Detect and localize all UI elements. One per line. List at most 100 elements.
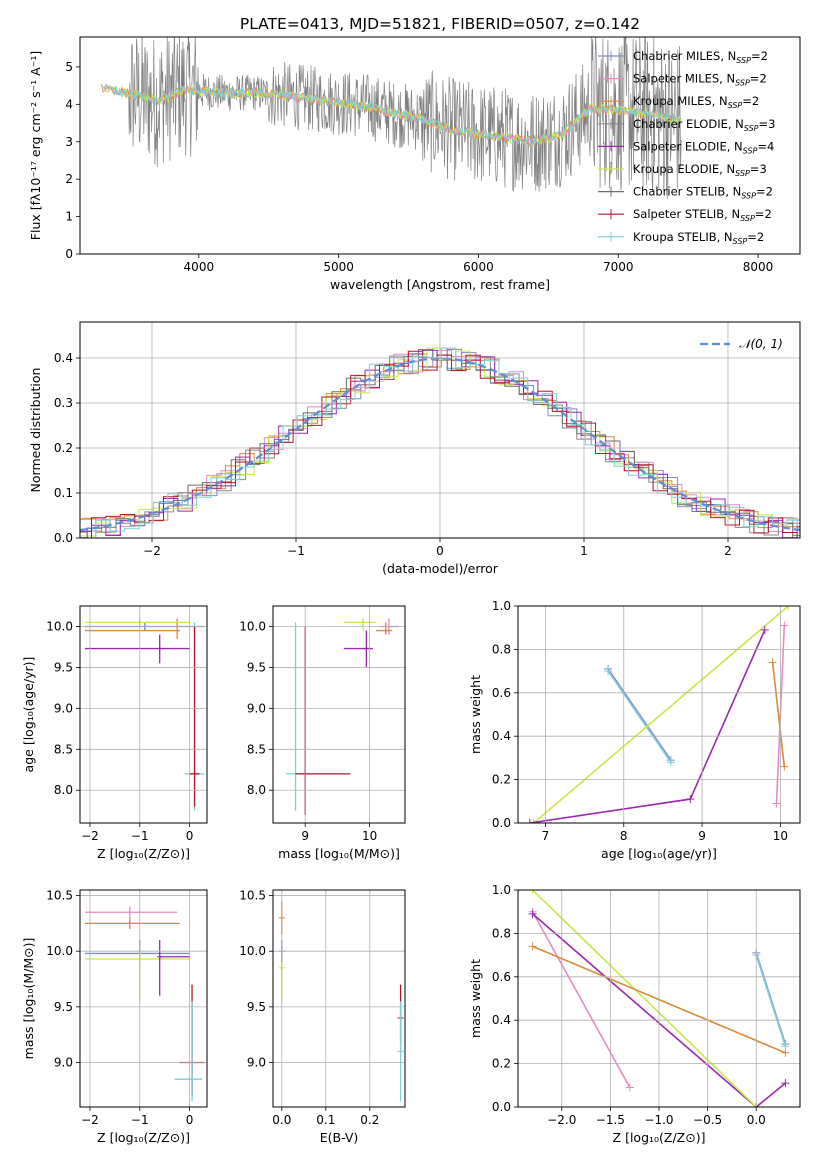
series-line (607, 670, 672, 763)
mass-vs-ebv-x-tick-label: 0.0 (272, 1113, 291, 1127)
age-vs-mass-y-tick-label: 8.0 (247, 783, 266, 797)
mass-vs-ebv-y-tick-label: 9.5 (247, 1000, 266, 1014)
data-point (156, 953, 163, 960)
legend-entry-6: Chabrier STELIB, NSSP=2 (633, 185, 773, 201)
legend-entry-0: Chabrier MILES, NSSP=2 (633, 49, 768, 65)
mass-vs-Z-y-tick-label: 10.0 (46, 944, 73, 958)
residual-histogram (80, 350, 800, 538)
mass-vs-ebv-x-axis-label: E(B-V) (320, 1130, 359, 1145)
residual-histogram (81, 347, 800, 537)
age-vs-mass-y-tick-label: 9.0 (247, 701, 266, 715)
series-line (771, 662, 786, 767)
data-point (760, 625, 769, 634)
age-vs-mass-x-tick-label: 10 (362, 829, 377, 843)
chart-age-vs-mass: 9 10 8.0 8.5 9.0 9.5 10.0 mass [log₁₀(M/M⊙)] (239, 605, 406, 861)
weight-vs-Z-y-tick-label: 0.2 (492, 1057, 511, 1071)
residuals-x-tick-label: 1 (580, 544, 588, 558)
series-line (533, 606, 789, 823)
residual-histogram (81, 347, 800, 538)
chart-mass-vs-Z: −2 −1 0 9.0 9.5 10.0 10.5 Z [log₁₀(Z/Z⊙)] mass [… (21, 889, 208, 1145)
weight-vs-age-y-tick-label: 1.0 (492, 599, 511, 613)
residuals-frame (79, 321, 801, 539)
spectrum-y-tick-label: 2 (65, 172, 73, 186)
data-point (780, 621, 789, 630)
mass-vs-ebv-y-tick-label: 10.0 (239, 944, 266, 958)
series-line (755, 954, 787, 1047)
weight-vs-age-x-tick-label: 10 (773, 829, 788, 843)
data-point (525, 819, 534, 823)
age-vs-mass-x-tick-label: 9 (301, 829, 309, 843)
data-point (784, 606, 793, 610)
data-point (529, 819, 538, 823)
age-vs-Z-plot-area (84, 618, 205, 811)
weight-vs-age-y-tick-label: 0.4 (492, 729, 511, 743)
weight-vs-age-y-tick-label: 0.6 (492, 686, 511, 700)
weight-vs-age-frame (517, 605, 801, 824)
legend-entry-4: Salpeter ELODIE, NSSP=4 (633, 139, 774, 155)
age-vs-Z-x-axis-label: Z [log₁₀(Z/Z⊙)] (97, 846, 190, 861)
data-point (189, 1076, 196, 1083)
weight-vs-Z-y-tick-label: 0.4 (492, 1013, 511, 1027)
mass-vs-ebv-y-tick-label: 10.5 (239, 889, 266, 903)
weight-vs-Z-y-tick-label: 0.6 (492, 970, 511, 984)
spectrum-x-tick-label: 6000 (463, 260, 494, 274)
age-vs-Z-y-tick-label: 10.0 (46, 619, 73, 633)
mass-vs-ebv-frame (272, 889, 406, 1108)
age-vs-Z-y-tick-label: 9.5 (54, 660, 73, 674)
weight-vs-Z-x-tick-label: −1.5 (596, 1113, 625, 1127)
spectrum-y-tick-label: 4 (65, 97, 73, 111)
chart-spectrum: 4000 5000 6000 7000 8000 0 1 2 3 4 5 wavelength [An… (28, 36, 801, 292)
series-line (531, 911, 631, 1088)
data-point (666, 758, 675, 767)
figure-title: PLATE=0413, MJD=51821, FIBERID=0507, z=0… (240, 15, 640, 33)
residuals-plot-area (80, 347, 800, 538)
legend-entry-1: Salpeter MILES, NSSP=2 (633, 72, 767, 88)
data-point (126, 920, 133, 927)
age-vs-Z-y-axis-label: age [log₁₀(age/yr)] (21, 657, 36, 773)
residuals-y-axis-label: Normed distribution (28, 368, 43, 493)
age-vs-mass-y-tick-label: 8.5 (247, 742, 266, 756)
spectrum-y-axis-label: Flux [fλ10⁻¹⁷ erg cm⁻² s⁻¹ A⁻¹] (28, 51, 43, 240)
residuals-x-tick-label: 2 (724, 544, 732, 558)
residuals-x-tick-label: −1 (287, 544, 305, 558)
age-vs-mass-x-axis-label: mass [log₁₀(M/M⊙)] (278, 846, 400, 861)
data-point (156, 645, 163, 652)
weight-vs-Z-y-tick-label: 0.0 (492, 1100, 511, 1114)
residuals-y-tick-label: 0.2 (54, 441, 73, 455)
spectrum-frame (79, 36, 801, 255)
mass-vs-ebv-x-tick-label: 0.2 (360, 1113, 379, 1127)
spectrum-y-tick-label: 0 (65, 247, 73, 261)
spectrum-y-tick-label: 3 (65, 135, 73, 149)
residuals-x-axis-label: (data-model)/error (382, 561, 499, 576)
weight-vs-age-y-tick-label: 0.0 (492, 816, 511, 830)
legend-entry-8: Kroupa STELIB, NSSP=2 (633, 230, 764, 246)
weight-vs-age-y-axis-label: mass weight (468, 675, 483, 754)
residuals-legend: 𝒩(0, 1) (700, 337, 783, 351)
spectrum-plot-area (100, 37, 682, 199)
spectrum-x-tick-label: 5000 (323, 260, 354, 274)
age-vs-Z-x-tick-label: 0 (186, 829, 194, 843)
model-spectrum (102, 84, 681, 146)
mass-vs-Z-plot-area (84, 906, 205, 1102)
age-vs-Z-x-tick-label: −1 (131, 829, 149, 843)
age-vs-Z-frame (79, 605, 208, 824)
age-vs-Z-x-tick-label: −2 (81, 829, 99, 843)
residuals-x-tick-label: −2 (143, 544, 161, 558)
series-line (607, 668, 672, 761)
legend-entry-5: Kroupa ELODIE, NSSP=3 (633, 162, 767, 178)
mass-vs-Z-y-axis-label: mass [log₁₀(M/M⊙)] (21, 938, 36, 1060)
weight-vs-age-x-axis-label: age [log₁₀(age/yr)] (601, 846, 717, 861)
weight-vs-Z-x-tick-label: 0.0 (747, 1113, 766, 1127)
data-point (781, 1079, 790, 1088)
residuals-y-tick-label: 0.4 (54, 351, 73, 365)
residuals-y-tick-label: 0.0 (54, 531, 73, 545)
observed-spectrum (121, 37, 682, 199)
data-point (174, 627, 181, 634)
weight-vs-age-y-tick-label: 0.8 (492, 642, 511, 656)
weight-vs-age-y-tick-label: 0.2 (492, 773, 511, 787)
data-point (772, 799, 781, 808)
weight-vs-age-x-tick-label: 7 (542, 829, 550, 843)
mass-vs-ebv-plot-area (278, 901, 404, 1102)
weight-vs-age-x-tick-label: 9 (698, 829, 706, 843)
